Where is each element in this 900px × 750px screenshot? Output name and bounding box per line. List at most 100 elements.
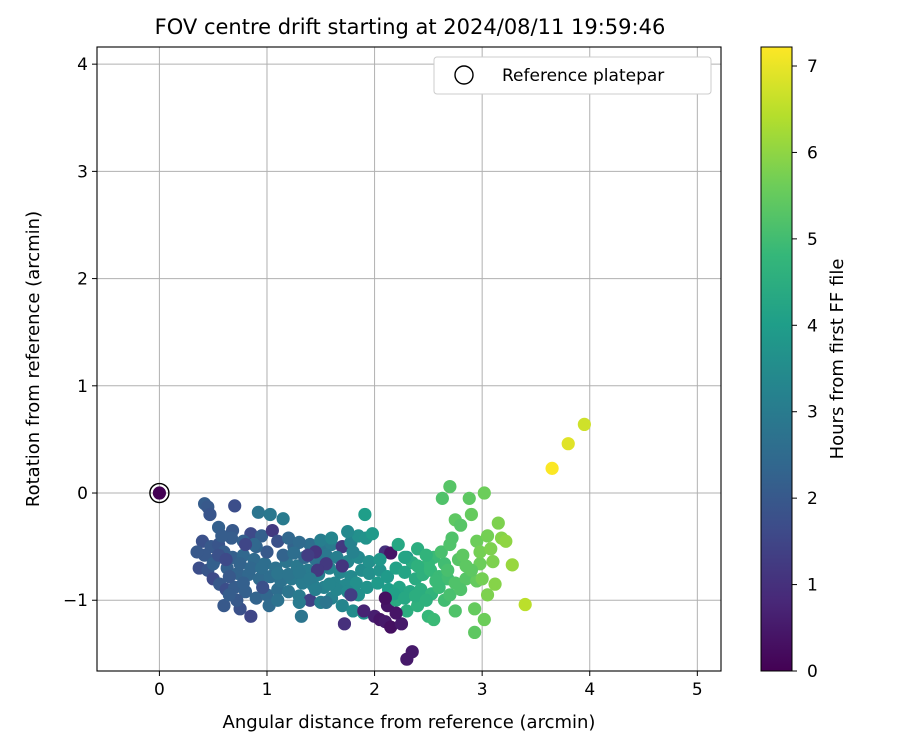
data-point	[454, 582, 468, 597]
data-point	[505, 558, 519, 572]
data-point	[255, 529, 269, 543]
colorbar-ticks: 0 1 2 3 4 5 6 7	[792, 57, 818, 682]
data-point	[427, 612, 441, 627]
data-point	[281, 585, 296, 599]
data-point	[441, 563, 455, 577]
data-point	[251, 505, 265, 519]
data-point	[244, 561, 258, 575]
data-point	[456, 548, 470, 562]
data-point	[358, 507, 372, 522]
data-point	[373, 552, 387, 567]
data-point	[349, 576, 363, 590]
data-point	[271, 593, 285, 607]
data-point	[244, 609, 258, 623]
data-point	[203, 507, 217, 522]
data-point	[398, 591, 412, 605]
data-point	[577, 417, 591, 432]
colorbar	[760, 46, 793, 672]
data-point	[491, 516, 505, 530]
reference-platepar-marker	[149, 482, 170, 504]
data-point	[391, 537, 405, 552]
data-point	[249, 591, 263, 605]
grid	[97, 47, 721, 671]
x-axis-label: Angular distance from reference (arcmin)	[223, 712, 596, 733]
y-tick-label: 2	[77, 270, 88, 290]
data-point	[292, 565, 306, 579]
data-point	[434, 545, 448, 559]
colorbar-tick-label: 3	[807, 403, 818, 423]
data-point	[443, 479, 457, 494]
data-point	[335, 598, 349, 613]
colorbar-tick-label: 4	[807, 316, 818, 336]
data-point	[473, 545, 487, 559]
colorbar-label: Hours from first FF file	[827, 259, 848, 460]
data-point	[308, 582, 322, 597]
plot-frame	[96, 46, 722, 672]
data-point	[411, 559, 425, 573]
data-point	[362, 566, 376, 581]
data-point	[219, 552, 233, 567]
y-axis-label: Rotation from reference (arcmin)	[23, 211, 44, 507]
data-point	[255, 561, 269, 575]
x-axis-ticks: 0 1 2 3 4 5	[154, 671, 703, 700]
data-point	[360, 580, 374, 594]
data-point	[480, 588, 495, 602]
data-point	[480, 529, 495, 543]
data-point	[484, 542, 498, 556]
data-point	[292, 535, 306, 549]
data-point	[190, 545, 204, 559]
data-point	[319, 595, 333, 609]
data-point	[398, 550, 412, 564]
data-points	[190, 417, 591, 666]
colorbar-tick-label: 2	[807, 489, 818, 509]
x-tick-label: 3	[477, 680, 488, 700]
x-tick-label: 1	[262, 680, 273, 700]
data-point	[265, 523, 279, 538]
data-point	[561, 437, 575, 451]
data-point	[217, 598, 231, 613]
data-point	[294, 609, 309, 623]
data-point	[448, 604, 462, 618]
legend-entry-reference-platepar: Reference platepar	[502, 66, 664, 86]
data-point	[303, 572, 317, 586]
data-point	[271, 566, 285, 581]
data-point	[384, 620, 398, 634]
data-point	[405, 645, 419, 659]
data-point	[281, 531, 296, 545]
y-tick-label: 3	[77, 162, 88, 182]
data-point	[443, 588, 457, 602]
data-point	[256, 580, 270, 594]
data-point	[276, 512, 290, 526]
data-point	[518, 597, 532, 612]
data-point	[238, 537, 253, 552]
x-tick-label: 4	[584, 680, 595, 700]
reference-point	[152, 486, 166, 500]
data-point	[222, 588, 236, 602]
data-point	[281, 567, 296, 582]
data-point	[341, 525, 355, 539]
colorbar-tick-label: 5	[807, 230, 818, 250]
data-point	[454, 518, 468, 532]
data-point	[380, 570, 395, 584]
data-point	[362, 555, 376, 569]
x-tick-label: 5	[692, 680, 703, 700]
data-point	[344, 588, 358, 602]
legend: Reference platepar	[433, 56, 712, 95]
data-point	[301, 548, 315, 562]
x-tick-label: 2	[369, 680, 380, 700]
colorbar-tick-label: 7	[807, 57, 818, 77]
data-point	[486, 555, 500, 569]
data-point	[462, 491, 476, 505]
data-point	[222, 570, 236, 584]
data-point	[236, 576, 250, 590]
reference-ring	[149, 482, 170, 504]
data-point	[419, 593, 433, 607]
x-tick-label: 0	[154, 680, 165, 700]
data-point	[365, 527, 380, 541]
data-point	[228, 499, 242, 513]
data-point	[271, 534, 285, 548]
data-point	[470, 534, 484, 548]
data-point	[371, 576, 385, 590]
data-point	[443, 537, 457, 552]
data-point	[276, 548, 290, 562]
